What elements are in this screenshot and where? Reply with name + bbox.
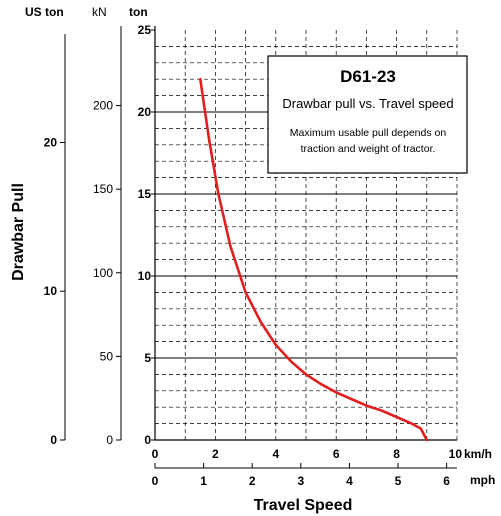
- y-axis-kN: kN 0 50 100 150 200: [92, 5, 122, 447]
- y-axis-us-ton-unit: US ton: [25, 5, 64, 19]
- y-kN-tick-label: 200: [93, 99, 113, 113]
- y-axis-us-ton: US ton 0 10 20: [25, 5, 66, 447]
- x-mph-tick-label: 2: [249, 474, 256, 488]
- drawbar-pull-curve: [199, 77, 429, 442]
- y-axis-ton-unit: ton: [129, 5, 148, 19]
- y-kN-tick-label: 150: [93, 182, 113, 196]
- y-ton-tick-label: 5: [144, 351, 151, 365]
- x-mph-tick-label: 3: [297, 474, 304, 488]
- x-axis-mph: mph 0 1 2 3 4 5 6: [152, 463, 495, 488]
- y-us-ton-tick-label: 0: [50, 433, 57, 447]
- y-ton-tick-label: 0: [144, 433, 151, 447]
- x-mph-tick-label: 0: [152, 474, 159, 488]
- x-kmh-tick-label: 10: [449, 447, 463, 461]
- info-box-note-line-2: traction and weight of tractor.: [301, 143, 436, 155]
- y-kN-tick-label: 100: [93, 266, 113, 280]
- x-mph-tick-label: 5: [395, 474, 402, 488]
- x-mph-tick-label: 1: [200, 474, 207, 488]
- x-kmh-tick-label: 0: [152, 447, 159, 461]
- x-kmh-tick-label: 4: [272, 447, 279, 461]
- y-kN-tick-label: 50: [100, 349, 114, 363]
- x-kmh-tick-label: 8: [393, 447, 400, 461]
- x-kmh-tick-label: 6: [333, 447, 340, 461]
- y-axis-ton: ton 0 5 10 15 20 25: [129, 5, 155, 447]
- y-ton-tick-label: 25: [138, 23, 152, 37]
- y-kN-tick-label: 0: [106, 433, 113, 447]
- info-box-frame: [267, 55, 468, 174]
- x-mph-tick-label: 4: [346, 474, 353, 488]
- y-ton-tick-label: 20: [138, 105, 152, 119]
- y-us-ton-tick-label: 10: [44, 284, 58, 298]
- info-box-subtitle: Drawbar pull vs. Travel speed: [282, 96, 453, 111]
- x-axis-mph-unit: mph: [470, 473, 495, 487]
- x-axis-kmh: km/h 0 2 4 6 8 10: [152, 447, 492, 461]
- series-group: [199, 77, 429, 442]
- y-axis-kN-unit: kN: [92, 5, 107, 19]
- x-axis-kmh-unit: km/h: [464, 447, 492, 461]
- y-us-ton-tick-label: 20: [44, 135, 58, 149]
- x-kmh-tick-label: 2: [212, 447, 219, 461]
- x-mph-tick-label: 6: [443, 474, 450, 488]
- y-ton-tick-label: 10: [138, 269, 152, 283]
- plot-frame: [154, 26, 458, 441]
- info-box-title: D61-23: [340, 67, 396, 86]
- x-axis-title: Travel Speed: [254, 497, 353, 514]
- info-box-note-line-1: Maximum usable pull depends on: [290, 127, 447, 139]
- info-box: D61-23 Drawbar pull vs. Travel speed Max…: [267, 55, 468, 174]
- y-ton-tick-label: 15: [138, 187, 152, 201]
- y-axis-title: Drawbar Pull: [10, 183, 27, 281]
